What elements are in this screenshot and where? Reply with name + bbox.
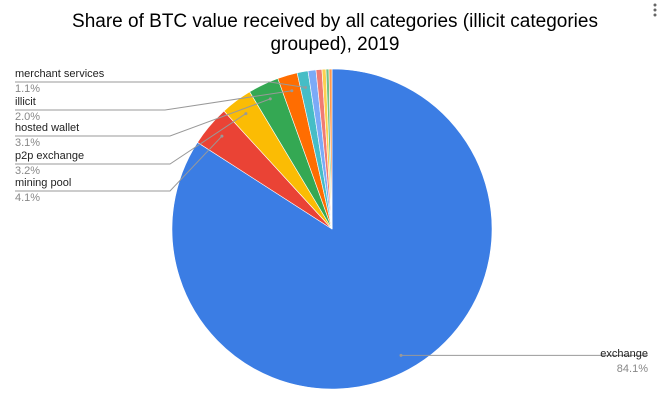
leader-line <box>15 135 223 192</box>
leader-dot <box>290 89 294 93</box>
slice-label: merchant services <box>15 68 105 80</box>
slice-value-label: 1.1% <box>15 83 40 95</box>
slice-value-label: 3.2% <box>15 165 40 177</box>
slice-label: mining pool <box>15 177 71 189</box>
leader-dot <box>399 353 403 357</box>
menu-icon[interactable] <box>653 3 657 17</box>
menu-dot[interactable] <box>653 8 657 12</box>
menu-dot[interactable] <box>653 13 657 17</box>
leader-dot <box>303 85 307 89</box>
slice-label: p2p exchange <box>15 150 84 162</box>
slice-value-label: 3.1% <box>15 137 40 149</box>
leader-line <box>15 98 271 137</box>
slice-label: exchange <box>600 348 648 360</box>
slice-value-label: 4.1% <box>15 192 40 204</box>
slice-value-label: 2.0% <box>15 111 40 123</box>
leader-dot <box>220 134 224 138</box>
leader-line <box>15 81 306 88</box>
leader-dot <box>244 112 248 116</box>
menu-dot[interactable] <box>653 3 657 7</box>
slice-label: illicit <box>15 96 36 108</box>
chart-title: Share of BTC value received by all categ… <box>72 11 598 55</box>
leader-dot <box>268 97 272 101</box>
pie-slice <box>328 68 333 230</box>
leader-line <box>15 90 292 111</box>
slice-value-label: 84.1% <box>617 363 648 375</box>
leader-line <box>15 113 247 165</box>
slice-label: hosted wallet <box>15 122 79 134</box>
